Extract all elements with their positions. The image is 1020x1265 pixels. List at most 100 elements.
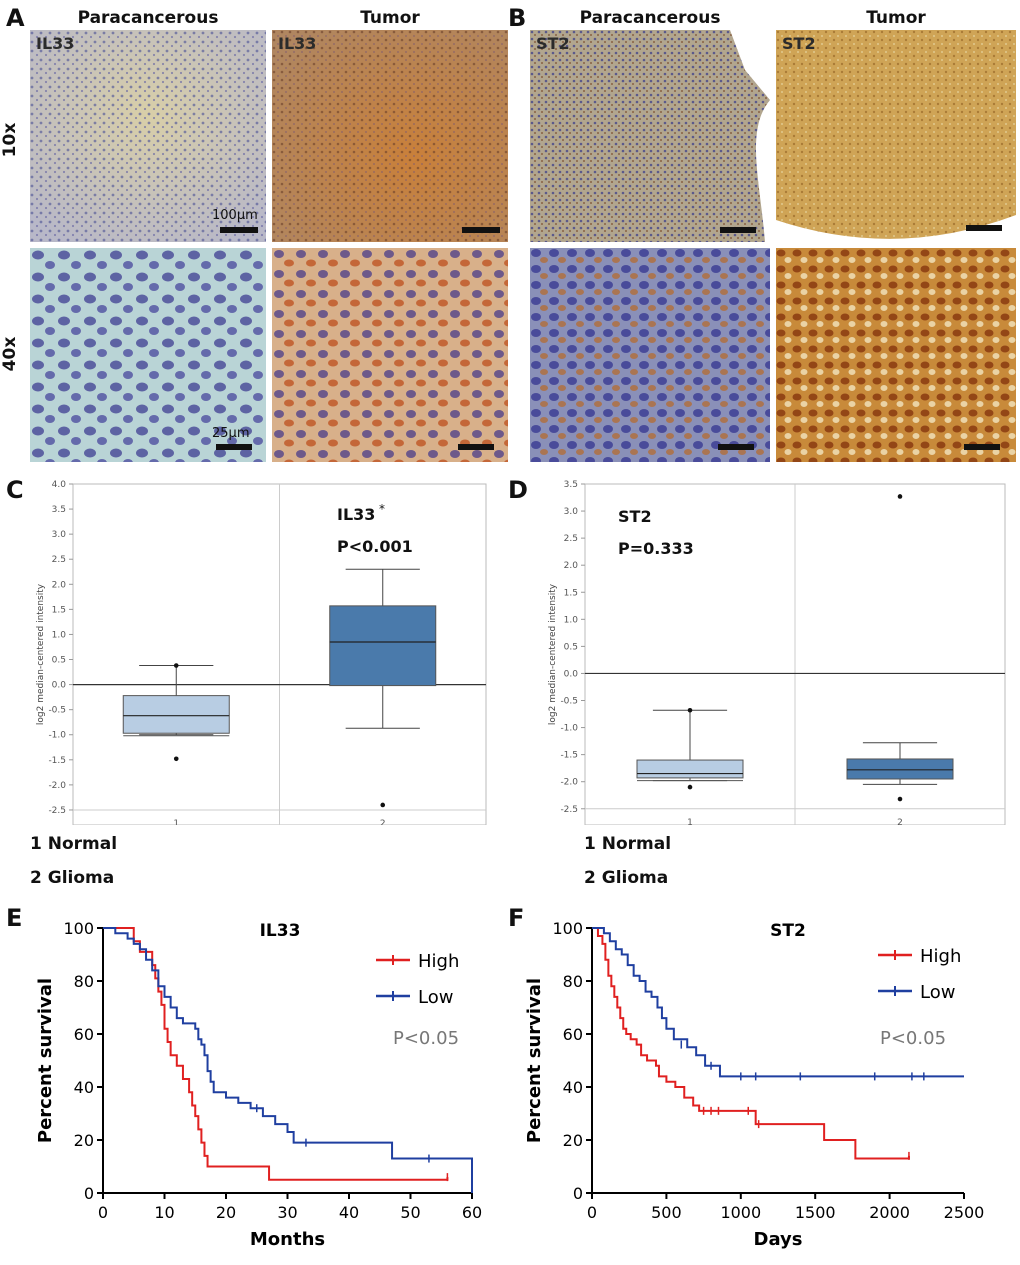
legend-glioma: 2 Glioma bbox=[584, 868, 669, 888]
y-tick-label: 4.0 bbox=[52, 480, 67, 490]
micrograph-il33-tumor-10x: IL33 bbox=[272, 30, 508, 242]
y-tick-label: 3.5 bbox=[564, 480, 578, 490]
scale-bar-label-100um: 100μm bbox=[212, 208, 258, 223]
x-tick-label: 20 bbox=[216, 1203, 236, 1222]
y-tick-label: -2.5 bbox=[560, 805, 578, 815]
panel-a-col-title-paracancerous: Paracancerous bbox=[77, 8, 219, 28]
micrograph-st2-paracancerous-40x bbox=[530, 248, 770, 462]
y-tick-label: -2.0 bbox=[560, 778, 578, 788]
panel-b-col-title-paracancerous: Paracancerous bbox=[579, 8, 721, 28]
y-tick-label: 100 bbox=[552, 919, 583, 938]
x-tick-label: 1000 bbox=[720, 1203, 761, 1222]
panel-a-row-label-10x: 10x bbox=[0, 122, 20, 158]
x-tick-label: 0 bbox=[98, 1203, 108, 1222]
legend-label-high: High bbox=[920, 946, 961, 967]
micrograph-il33-paracancerous-10x: IL33 100μm bbox=[30, 30, 266, 242]
survival-curve-high bbox=[103, 927, 449, 1181]
outlier-point bbox=[173, 663, 179, 668]
chart-title: IL33 bbox=[260, 921, 301, 941]
y-tick-label: 3.0 bbox=[564, 507, 579, 517]
p-value-label: P<0.05 bbox=[393, 1028, 459, 1049]
micrograph-st2-tumor-10x-image bbox=[776, 30, 1016, 242]
outlier-point bbox=[897, 796, 903, 802]
y-tick-label: 40 bbox=[563, 1078, 583, 1097]
y-tick-label: 3.0 bbox=[52, 530, 67, 540]
y-tick-label: 1.5 bbox=[564, 588, 578, 598]
y-tick-label: 2.5 bbox=[564, 534, 578, 544]
x-tick-label: 2500 bbox=[944, 1203, 985, 1222]
y-tick-label: 0 bbox=[573, 1184, 583, 1203]
survival-chart-il33: 0 20 40 60 80 100 0 10 20 30 40 50 60 Percent surviva… bbox=[35, 919, 482, 1250]
p-value-label: P=0.333 bbox=[618, 539, 694, 558]
y-axis-label: log2 median-centered intensity bbox=[548, 583, 558, 725]
x-axis-label: Months bbox=[250, 1229, 325, 1250]
micrograph-st2-paracancerous-40x-image bbox=[530, 248, 770, 462]
y-tick-label: 0.5 bbox=[52, 656, 66, 666]
x-tick-label: 1500 bbox=[795, 1203, 836, 1222]
micrograph-st2-tumor-40x-image bbox=[776, 248, 1016, 462]
y-tick-label: -2.0 bbox=[48, 781, 66, 791]
y-tick-label: 1.0 bbox=[564, 615, 579, 625]
y-tick-label: -2.5 bbox=[48, 806, 66, 816]
legend-glioma: 2 Glioma bbox=[30, 868, 115, 888]
panel-a-col-title-tumor: Tumor bbox=[360, 8, 420, 28]
x-tick-label: 30 bbox=[277, 1203, 297, 1222]
panel-a-letter: A bbox=[6, 4, 25, 32]
box-iqr bbox=[636, 759, 744, 779]
x-category-label: 2 bbox=[380, 819, 386, 825]
micrograph-st2-tumor-40x bbox=[776, 248, 1016, 462]
x-category-label: 1 bbox=[687, 818, 693, 825]
panel-d-letter: D bbox=[508, 476, 528, 504]
scale-bar bbox=[718, 444, 754, 450]
outlier-point bbox=[380, 802, 386, 808]
outlier-point bbox=[687, 784, 693, 790]
panel-b-col-title-tumor: Tumor bbox=[866, 8, 926, 28]
chart-title: IL33 bbox=[337, 505, 375, 524]
box-iqr bbox=[329, 605, 437, 687]
box-iqr bbox=[122, 695, 230, 734]
micrograph-il33-tumor-40x bbox=[272, 248, 508, 462]
chart-title: ST2 bbox=[770, 921, 806, 941]
micrograph-il33-tumor-40x-image bbox=[272, 248, 508, 462]
scale-bar-label-25um: 25μm bbox=[212, 426, 250, 441]
survival-curve-low bbox=[592, 927, 964, 1078]
y-tick-label: 20 bbox=[563, 1131, 583, 1150]
micrograph-st2-tumor-10x: ST2 bbox=[776, 30, 1016, 242]
micrograph-il33-paracancerous-40x: 25μm bbox=[30, 248, 266, 462]
boxplot-st2: 3.5 3.0 2.5 2.0 1.5 1.0 0.5 0.0 -0.5 -1.0 -1.5 -2.0… bbox=[548, 480, 1006, 825]
scale-bar bbox=[720, 227, 756, 233]
boxplot-il33: 4.0 3.5 3.0 2.5 2.0 1.5 1.0 0.5 0.0 -0.5 -1.0 -1.5 -… bbox=[36, 480, 487, 825]
y-tick-label: -1.0 bbox=[560, 724, 578, 734]
y-tick-label: -0.5 bbox=[48, 706, 66, 716]
scale-bar bbox=[458, 444, 494, 450]
micrograph-label-st2: ST2 bbox=[536, 34, 570, 53]
micrograph-st2-paracancerous-10x-image bbox=[530, 30, 770, 242]
micrograph-il33-paracancerous-10x-image bbox=[30, 30, 266, 242]
x-tick-label: 10 bbox=[154, 1203, 174, 1222]
panel-a-row-label-40x: 40x bbox=[0, 336, 20, 372]
y-tick-label: 1.0 bbox=[52, 630, 67, 640]
y-tick-label: 2.5 bbox=[52, 555, 66, 565]
y-axis-label: log2 median-centered intensity bbox=[36, 583, 46, 725]
p-value-label: P<0.05 bbox=[880, 1028, 946, 1049]
legend-normal: 1 Normal bbox=[30, 834, 118, 854]
x-tick-label: 50 bbox=[400, 1203, 420, 1222]
legend-normal: 1 Normal bbox=[584, 834, 672, 854]
panel-b-letter: B bbox=[508, 4, 527, 32]
y-tick-label: 80 bbox=[74, 972, 94, 991]
y-tick-label: 2.0 bbox=[564, 561, 579, 571]
x-category-label: 2 bbox=[897, 818, 903, 825]
y-tick-label: 0.0 bbox=[564, 669, 579, 679]
outlier-point bbox=[173, 756, 179, 762]
y-tick-label: 60 bbox=[563, 1025, 583, 1044]
x-tick-label: 2000 bbox=[869, 1203, 910, 1222]
micrograph-label-st2: ST2 bbox=[782, 34, 816, 53]
micrograph-st2-paracancerous-10x: ST2 bbox=[530, 30, 770, 242]
x-tick-label: 40 bbox=[339, 1203, 359, 1222]
y-axis-label: Percent survival bbox=[35, 978, 56, 1143]
y-tick-label: 80 bbox=[563, 972, 583, 991]
p-value-label: P<0.001 bbox=[337, 537, 413, 556]
y-tick-label: -1.5 bbox=[560, 751, 578, 761]
panel-c-letter: C bbox=[6, 476, 24, 504]
